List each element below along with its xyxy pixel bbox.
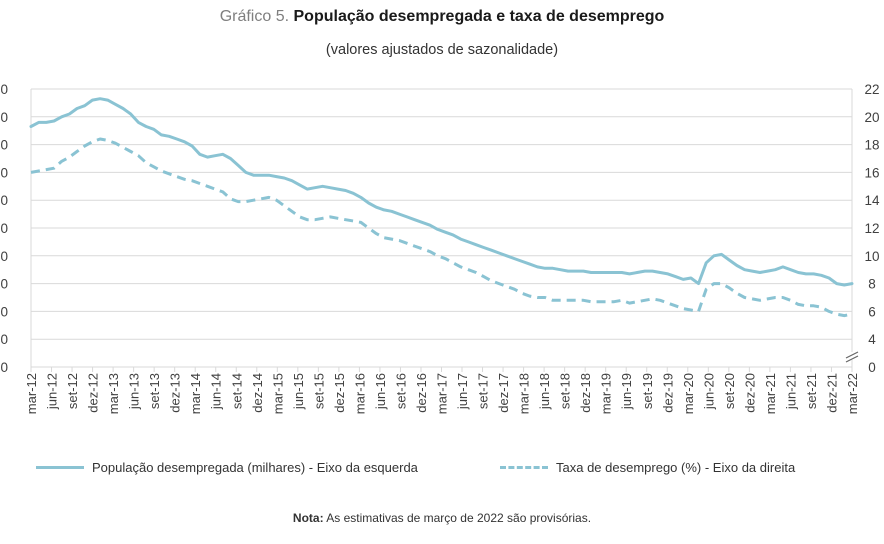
- legend-item-taxa: Taxa de desemprego (%) - Eixo da direita: [500, 460, 795, 475]
- x-tick-label: mar-18: [517, 373, 532, 414]
- series-line-populacao: [29, 97, 854, 287]
- x-tick-label: jun-14: [209, 373, 224, 410]
- break-slash: [845, 351, 859, 359]
- x-tick-label: jun-12: [45, 373, 60, 410]
- x-tick-label: dez-18: [578, 373, 593, 413]
- left-tick-label: 0: [0, 110, 8, 125]
- right-tick-label: 22: [864, 82, 879, 97]
- x-tick-label: dez-13: [168, 373, 183, 413]
- left-tick-label: 0: [0, 332, 8, 347]
- legend-label-populacao: População desempregada (milhares) - Eixo…: [92, 460, 418, 475]
- x-tick-label: set-16: [393, 373, 408, 409]
- left-tick-label: 0: [0, 193, 8, 208]
- right-tick-label: 14: [864, 193, 880, 208]
- x-tick-label: jun-19: [619, 373, 634, 410]
- x-tick-label: jun-20: [701, 373, 716, 410]
- right-tick-label: 10: [864, 249, 879, 264]
- legend-label-taxa: Taxa de desemprego (%) - Eixo da direita: [556, 460, 796, 475]
- x-tick-label: dez-16: [414, 373, 429, 413]
- x-tick-label: mar-22: [845, 373, 860, 414]
- x-tick-label: mar-19: [599, 373, 614, 414]
- right-tick-label: 8: [868, 277, 876, 292]
- chart-title-text: População desempregada e taxa de desempr…: [293, 8, 665, 25]
- chart-title: Gráfico 5. População desempregada e taxa…: [0, 8, 884, 26]
- x-tick-label: jun-21: [783, 373, 798, 410]
- x-tick-label: jun-18: [537, 373, 552, 410]
- left-tick-label: 0: [0, 165, 8, 180]
- x-tick-label: mar-14: [188, 373, 203, 414]
- x-tick-label: set-13: [147, 373, 162, 409]
- x-tick-label: jun-16: [373, 373, 388, 410]
- left-axis-ticks: 0 0 0 0 0 0 0 0 0 0 0: [0, 82, 8, 375]
- x-tick-label: set-19: [640, 373, 655, 409]
- x-tick-label: mar-15: [270, 373, 285, 414]
- left-tick-label: 0: [0, 304, 8, 319]
- x-tick-label: jun-13: [127, 373, 142, 410]
- legend-item-populacao: População desempregada (milhares) - Eixo…: [36, 460, 418, 475]
- x-tick-label: dez-17: [496, 373, 511, 413]
- left-tick-label: 0: [0, 82, 8, 97]
- left-tick-label: 0: [0, 249, 8, 264]
- x-tick-label: mar-20: [681, 373, 696, 414]
- right-tick-label: 18: [864, 138, 879, 153]
- legend-swatch-dashed: [500, 466, 548, 469]
- chart-subtitle: (valores ajustados de sazonalidade): [325, 42, 559, 58]
- left-tick-label: 0: [0, 277, 8, 292]
- chart-title-prefix: Gráfico 5.: [219, 8, 290, 25]
- x-tick-label: mar-21: [763, 373, 778, 414]
- left-tick-label: 0: [0, 138, 8, 153]
- legend-swatch-solid: [36, 466, 84, 469]
- x-tick-label: set-14: [229, 373, 244, 409]
- x-tick-label: dez-20: [742, 373, 757, 413]
- break-slash: [845, 355, 859, 363]
- x-tick-label: dez-15: [332, 373, 347, 413]
- x-tick-label: mar-16: [352, 373, 367, 414]
- x-tick-label: set-21: [804, 373, 819, 409]
- x-tick-label: mar-13: [106, 373, 121, 414]
- x-tick-label: dez-14: [250, 373, 265, 413]
- x-tick-label: mar-12: [24, 373, 39, 414]
- right-tick-label: 0: [868, 360, 876, 375]
- right-tick-label: 4: [868, 332, 876, 347]
- footnote: Nota: As estimativas de março de 2022 sã…: [0, 511, 884, 525]
- left-tick-label: 0: [0, 221, 8, 236]
- x-axis-ticks: mar-12 jun-12 set-12 dez-12 mar-13 jun-13 set-…: [24, 367, 860, 414]
- x-tick-label: dez-12: [86, 373, 101, 413]
- x-tick-label: set-18: [558, 373, 573, 409]
- x-tick-label: set-12: [65, 373, 80, 409]
- series-group: [29, 97, 854, 318]
- right-tick-label: 16: [864, 165, 879, 180]
- x-tick-label: dez-19: [660, 373, 675, 413]
- x-tick-label: jun-17: [455, 373, 470, 410]
- break-mask: [846, 352, 858, 360]
- x-tick-label: mar-17: [435, 373, 450, 414]
- x-tick-label: set-20: [722, 373, 737, 409]
- right-tick-label: 20: [864, 110, 879, 125]
- x-tick-label: set-15: [311, 373, 326, 409]
- right-tick-label: 6: [868, 304, 876, 319]
- footnote-label: Nota:: [292, 511, 324, 525]
- left-tick-label: 0: [0, 360, 8, 375]
- axis-break-marker: [845, 351, 859, 363]
- series-line-taxa: [30, 137, 853, 318]
- line-chart: 0 0 0 0 0 0 0 0 0 0 0 0 4 6 8 10 12 14 16 18 20 22 mar-12 jun…: [0, 82, 880, 414]
- x-tick-label: dez-21: [824, 373, 839, 413]
- right-tick-label: 12: [864, 221, 879, 236]
- footnote-text: As estimativas de março de 2022 são prov…: [326, 511, 592, 525]
- x-tick-label: jun-15: [291, 373, 306, 410]
- right-axis-ticks: 0 4 6 8 10 12 14 16 18 20 22: [864, 82, 880, 375]
- x-tick-label: set-17: [476, 373, 491, 409]
